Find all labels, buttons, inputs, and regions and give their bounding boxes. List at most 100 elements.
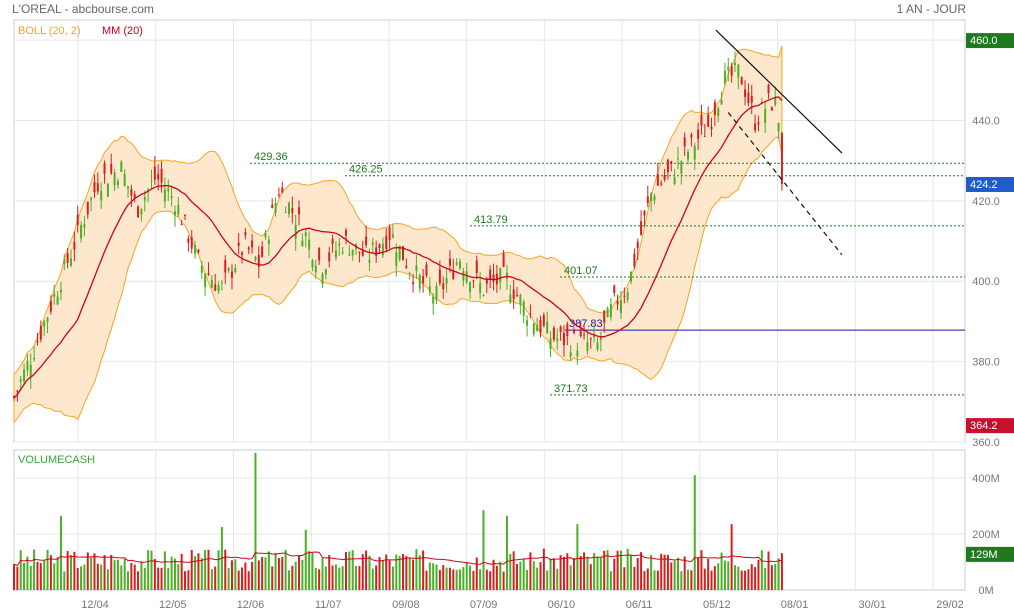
candle-body	[143, 197, 146, 201]
volume-bar	[593, 553, 596, 590]
volume-bar	[70, 554, 73, 590]
volume-bar	[391, 566, 394, 590]
candle-body	[59, 289, 62, 293]
candle-body	[257, 254, 260, 267]
candle-body	[133, 194, 136, 199]
candle-body	[130, 188, 133, 196]
candle-body	[700, 114, 703, 126]
candle-body	[663, 175, 666, 180]
volume-bar	[438, 569, 441, 590]
y-tick-label: 0M	[978, 585, 993, 597]
volume-bar	[465, 562, 468, 590]
volume-bar	[576, 524, 579, 590]
volume-bar	[740, 570, 743, 590]
volume-bar	[529, 552, 532, 590]
candle-body	[227, 268, 230, 271]
volume-bar	[609, 571, 612, 590]
candle-body	[381, 243, 384, 256]
candle-body	[207, 273, 210, 275]
volume-bar	[127, 571, 130, 590]
candle-body	[774, 97, 777, 105]
candle-body	[304, 232, 307, 237]
volume-bar	[767, 551, 770, 590]
candle-body	[653, 196, 656, 201]
volume-bar	[707, 559, 710, 590]
volume-bar	[539, 562, 542, 590]
candle-body	[606, 308, 609, 318]
candle-body	[690, 134, 693, 138]
candle-body	[308, 239, 311, 250]
volume-bar	[73, 551, 76, 590]
volume-bar	[227, 568, 230, 590]
volume-bar	[613, 558, 616, 590]
volume-bar	[19, 550, 22, 590]
volume-bar	[314, 568, 317, 590]
price-badge	[966, 176, 1014, 192]
volume-bar	[606, 550, 609, 590]
volume-bar	[623, 567, 626, 590]
volume-bar	[489, 571, 492, 590]
candle-body	[204, 273, 207, 287]
candle-body	[197, 249, 200, 252]
candle-body	[321, 273, 324, 284]
volume-bar	[556, 568, 559, 590]
volume-bar	[717, 563, 720, 590]
volume-bar	[469, 565, 472, 590]
volume-bar	[103, 555, 106, 590]
candle-body	[636, 241, 639, 249]
candle-body	[539, 319, 542, 333]
candle-body	[693, 146, 696, 160]
volume-bar	[378, 557, 381, 590]
volume-bar	[187, 570, 190, 590]
volume-bar	[448, 567, 451, 590]
candle-body	[123, 173, 126, 186]
volume-bar	[271, 566, 274, 590]
volume-bar	[770, 565, 773, 590]
candle-body	[301, 240, 304, 247]
volume-bar	[640, 552, 643, 590]
candle-body	[646, 196, 649, 203]
candle-body	[519, 294, 522, 305]
candle-body	[633, 253, 636, 267]
volume-bar	[140, 561, 143, 590]
candle-body	[318, 248, 321, 261]
volume-bar	[683, 556, 686, 590]
volume-bar	[257, 560, 260, 590]
candle-body	[294, 224, 297, 239]
volume-bar	[720, 552, 723, 590]
candle-body	[291, 208, 294, 213]
volume-bar	[780, 553, 783, 590]
candle-body	[19, 379, 22, 382]
volume-bar	[666, 554, 669, 590]
volume-bar	[147, 550, 150, 590]
candle-body	[217, 284, 220, 292]
candle-body	[328, 252, 331, 262]
volume-bar	[774, 564, 777, 590]
candle-body	[287, 202, 290, 215]
candle-body	[401, 246, 404, 261]
volume-bar	[254, 452, 257, 590]
volume-bar	[646, 568, 649, 590]
candle-body	[137, 206, 140, 218]
volume-bar	[247, 571, 250, 590]
x-tick-label: 08/01	[781, 599, 809, 611]
candle-body	[546, 321, 549, 334]
volume-bar	[76, 568, 79, 590]
volume-bar	[733, 565, 736, 590]
volume-bar	[324, 566, 327, 590]
trend-line	[727, 112, 843, 256]
price-badge-label: 424.2	[970, 179, 998, 191]
candle-body	[479, 282, 482, 293]
legend-ma: MM (20)	[102, 25, 143, 37]
candle-body	[697, 129, 700, 139]
level-label: 429.36	[254, 151, 288, 163]
candle-body	[120, 161, 123, 173]
volume-bar	[395, 554, 398, 590]
candle-body	[744, 89, 747, 97]
volume-bar	[482, 510, 485, 590]
volume-bar	[626, 548, 629, 590]
volume-bar	[723, 560, 726, 590]
volume-bar	[123, 558, 126, 590]
candle-body	[90, 197, 93, 200]
candle-body	[730, 65, 733, 76]
